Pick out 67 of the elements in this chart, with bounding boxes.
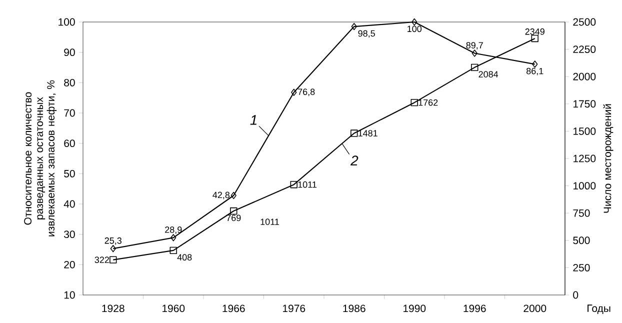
y2-tick-label: 2250 [573,46,596,54]
point [291,88,297,96]
legend-label: 2 [350,156,358,166]
y2-tick-label: 2000 [573,72,596,80]
point [351,22,357,30]
data-label: 322 [94,256,109,264]
y-tick-label: 20 [64,260,75,268]
y2-tick-label: 500 [573,236,590,244]
data-label: 89,7 [466,42,483,50]
x-tick-label: 1986 [343,304,366,312]
point [290,180,298,188]
data-label: 2084 [478,71,498,78]
y2-tick-label: 2500 [573,18,596,26]
data-label: 769 [226,214,241,222]
x-tick-label: 1990 [403,304,426,312]
annotation: 1011 [260,218,279,225]
data-label: 42,8 [212,192,230,200]
x-tick-label: 1960 [162,304,185,312]
y2-axis-title: Число месторождений [603,104,614,213]
y2-tick-label: 1250 [573,154,596,162]
y-axis-title: Относительное количество разведанных остаточных извлекаемых запасов нефти, % [24,80,57,236]
y2-tick-label: 250 [573,264,590,272]
data-label: 86,1 [526,68,544,76]
y2-tick-label: 1000 [573,182,596,190]
data-label: 100 [408,26,422,32]
data-label: 76,8 [298,88,315,96]
y-tick-label: 50 [64,170,75,178]
series-label: 1 [250,115,256,125]
data-label: 2349 [525,28,544,35]
point [170,246,177,254]
x-tick-label: 1966 [222,304,245,312]
point [230,207,238,215]
point [531,34,538,42]
point [110,244,116,252]
y-tick-label: 80 [64,78,75,86]
y-tick-label: 30 [64,230,75,238]
point [350,130,358,137]
data-label: 28,9 [165,226,182,234]
y2-tick-label: 1750 [573,100,596,108]
x-tick-label: 1996 [464,304,486,312]
data-label: 25,3 [104,237,122,245]
y-tick-label: 100 [58,18,75,26]
point [170,234,176,242]
point [471,64,478,72]
data-label: 1011 [298,181,316,188]
y-tick-label: 40 [64,200,75,208]
y-tick-label: 70 [64,109,75,117]
x-tick-label: 2000 [524,304,546,312]
data-label: 1481 [358,130,378,136]
y2-tick-label: 1500 [573,127,596,135]
x-axis-title: Годы [588,304,610,314]
y2-tick-label: 0 [573,291,578,299]
x-tick-label: 1928 [102,304,124,312]
data-label: 408 [177,254,192,261]
point [410,98,418,106]
point [472,50,478,57]
point [110,256,117,264]
x-tick-label: 1976 [282,304,306,312]
y2-tick-label: 750 [573,209,590,217]
point [532,60,538,68]
y-tick-label: 60 [64,140,75,148]
data-label: 1762 [418,99,438,106]
point [412,18,418,26]
y-tick-label: 90 [64,48,75,56]
y-tick-label: 10 [64,291,75,299]
data-label: 98,5 [358,30,375,38]
point [230,192,236,200]
